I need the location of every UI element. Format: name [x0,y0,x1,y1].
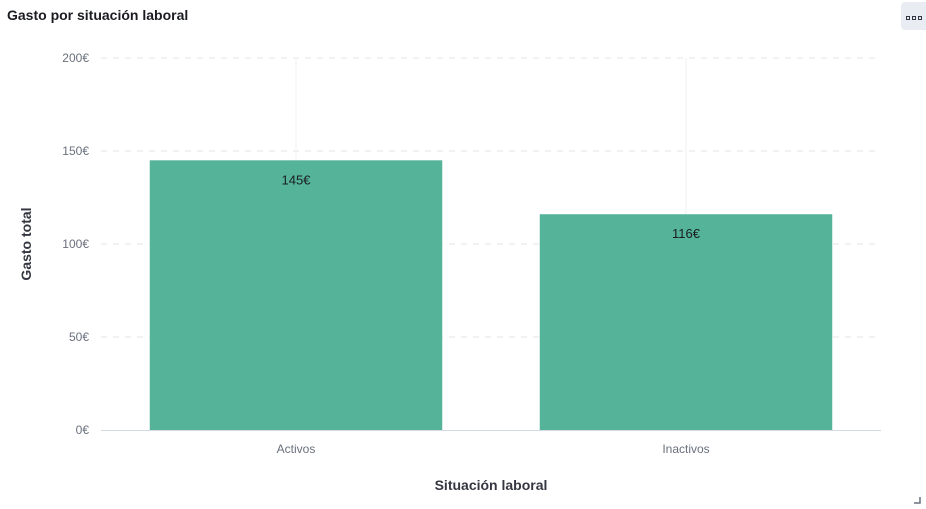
x-axis-title: Situación laboral [435,477,548,493]
data-label: 116€ [672,226,701,241]
panel-options-button[interactable] [901,2,926,30]
panel-title: Gasto por situación laboral [7,7,189,23]
y-tick-label: 50€ [69,330,89,344]
y-tick-label: 100€ [62,237,89,251]
resize-corner-icon[interactable] [913,496,921,504]
x-tick-label: Inactivos [662,442,709,456]
panel-options-icon [905,7,923,25]
bars [149,160,833,431]
labels: 0€ 50€ 100€ 150€ 200€ 145€ Activos 116€ Inactivo… [62,51,709,456]
y-tick-label: 200€ [62,51,89,65]
y-tick-label: 0€ [76,423,90,437]
x-tick-label: Activos [277,442,316,456]
data-label: 145€ [282,172,312,187]
bar-inactivos[interactable] [539,214,833,430]
bar-activos[interactable] [149,160,443,431]
y-axis-title: Gasto total [18,207,34,280]
y-tick-label: 150€ [62,144,89,158]
